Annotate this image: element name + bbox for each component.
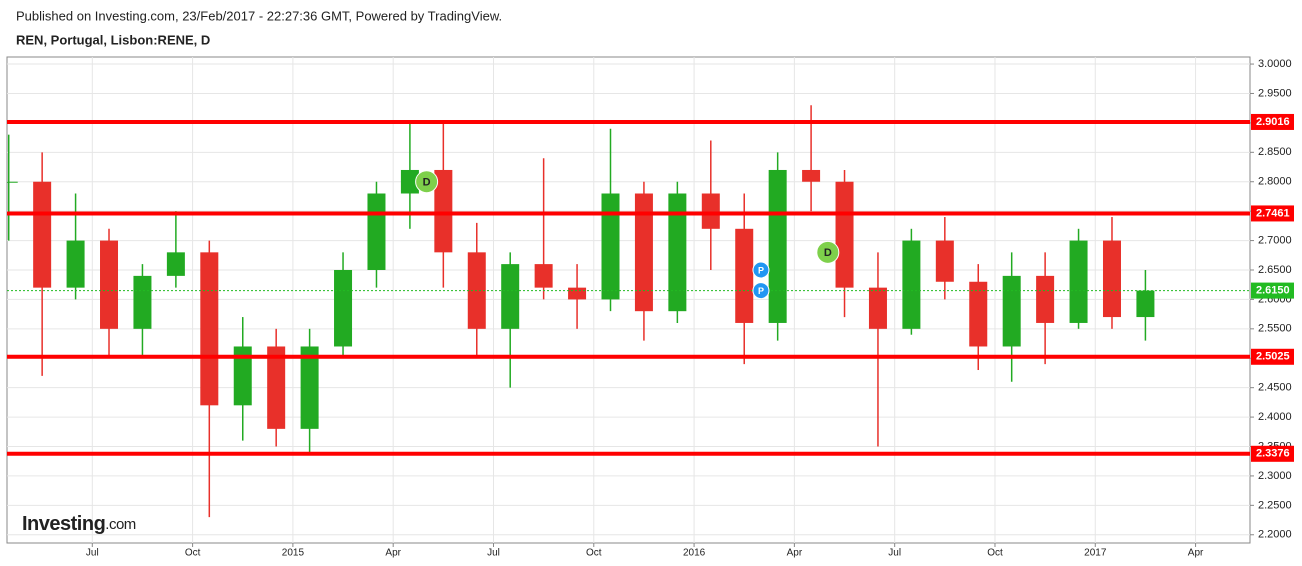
level-label: 2.5025	[1256, 351, 1290, 363]
level-label-box	[1251, 113, 1294, 130]
candle-body	[601, 193, 620, 300]
axes: 2.20002.25002.30002.35002.40002.45002.50…	[86, 58, 1294, 559]
x-tick-label: Oct	[987, 548, 1003, 559]
y-tick-label: 2.8500	[1258, 146, 1292, 158]
level-label: 2.7461	[1256, 207, 1290, 219]
chart-title: REN, Portugal, Lisbon:RENE, D	[16, 32, 210, 47]
candle-body	[768, 169, 787, 323]
y-tick-label: 2.3000	[1258, 470, 1292, 482]
candle-body	[668, 193, 687, 312]
brand-main: Investing	[22, 513, 105, 535]
candle-body	[300, 346, 319, 429]
candle-body	[33, 181, 52, 288]
candle-body	[969, 281, 988, 347]
y-tick-label: 2.2500	[1258, 499, 1292, 511]
candle-body	[835, 181, 854, 288]
x-tick-label: 2015	[282, 548, 305, 559]
y-tick-label: 2.6500	[1258, 264, 1292, 276]
event-marker	[415, 170, 439, 194]
y-tick-label: 2.9500	[1258, 87, 1292, 99]
candle-body	[166, 252, 185, 276]
candle-body	[1036, 275, 1055, 323]
candle-body	[200, 252, 219, 406]
event-label: P	[758, 286, 764, 296]
candle-body	[868, 287, 887, 329]
candle-body	[534, 264, 553, 288]
x-tick-label: Jul	[487, 548, 500, 559]
y-tick-label: 3.0000	[1258, 58, 1292, 70]
x-tick-label: Jul	[86, 548, 99, 559]
x-tick-label: Jul	[888, 548, 901, 559]
candle-body	[133, 275, 152, 329]
candle-body	[634, 193, 653, 312]
level-label-box	[1251, 205, 1294, 222]
candle-body	[1069, 240, 1088, 323]
brand: Investing.com	[22, 513, 136, 535]
event-label: P	[758, 265, 764, 275]
candle-body	[267, 346, 286, 429]
candle-body	[7, 181, 18, 183]
x-tick-label: Apr	[1188, 548, 1204, 559]
y-tick-label: 2.8000	[1258, 176, 1292, 188]
candle-body	[568, 287, 587, 300]
candle-body	[100, 240, 119, 329]
candle-body	[367, 193, 386, 270]
level-label: 2.9016	[1256, 116, 1290, 128]
candle-body	[735, 228, 754, 323]
plot: D P P D	[7, 105, 1250, 518]
x-tick-label: 2016	[683, 548, 706, 559]
last-price-label: 2.6150	[1256, 284, 1290, 296]
event-marker	[816, 240, 840, 264]
candle-body	[501, 264, 520, 329]
candle-body	[701, 193, 720, 229]
candle-body	[233, 346, 252, 406]
candle-body	[902, 240, 921, 329]
event-marker	[752, 261, 770, 279]
level-label: 2.3376	[1256, 448, 1290, 460]
x-tick-label: Oct	[586, 548, 602, 559]
level-label-box	[1251, 348, 1294, 365]
candle-body	[334, 269, 353, 347]
candle-body	[935, 240, 954, 282]
candle-body	[434, 169, 453, 253]
y-tick-label: 2.7000	[1258, 234, 1292, 246]
last-price-box	[1251, 282, 1294, 299]
y-tick-label: 2.5500	[1258, 323, 1292, 335]
y-tick-label: 2.4000	[1258, 411, 1292, 423]
brand-suffix: .com	[105, 516, 136, 533]
candle-body	[802, 169, 821, 182]
y-tick-label: 2.4500	[1258, 382, 1292, 394]
event-marker	[752, 282, 770, 300]
candle-body	[66, 240, 85, 288]
event-label: D	[423, 177, 431, 189]
plot-area	[6, 56, 1251, 544]
candle-body	[1002, 275, 1021, 347]
candle-body	[1136, 290, 1155, 318]
event-label: D	[824, 247, 832, 259]
x-tick-label: Apr	[385, 548, 401, 559]
y-tick-label: 2.2000	[1258, 529, 1292, 541]
subtitle: Published on Investing.com, 23/Feb/2017 …	[16, 8, 502, 23]
x-tick-label: Apr	[787, 548, 803, 559]
level-label-box	[1251, 445, 1294, 462]
candle-body	[1102, 240, 1121, 318]
x-tick-label: Oct	[185, 548, 201, 559]
x-tick-label: 2017	[1084, 548, 1107, 559]
candle-body	[400, 169, 419, 194]
